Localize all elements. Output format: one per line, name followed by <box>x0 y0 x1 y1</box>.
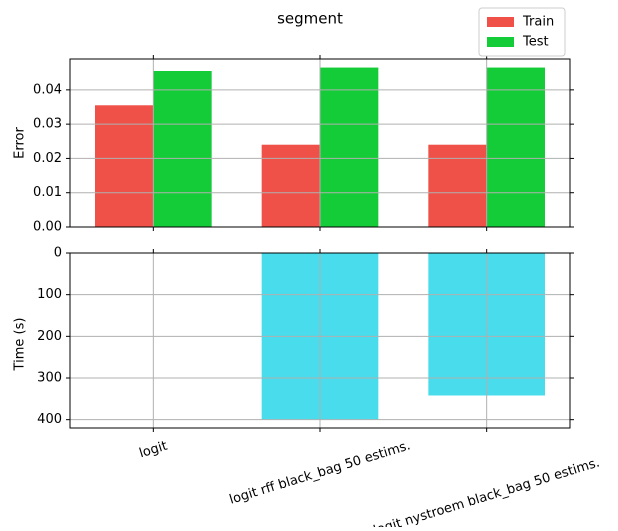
bar <box>487 68 545 227</box>
y-axis-label: Error <box>13 127 28 159</box>
y-tick-label: 300 <box>37 371 62 386</box>
y-tick-label: 100 <box>37 287 62 302</box>
y-tick-label: 0 <box>54 246 62 261</box>
y-tick-label: 0.00 <box>33 220 62 235</box>
y-tick-label: 0.04 <box>33 82 62 97</box>
y-tick-label: 200 <box>37 329 62 344</box>
y-tick-label: 0.02 <box>33 151 62 166</box>
bar <box>428 145 486 227</box>
legend-label: Test <box>522 35 549 50</box>
y-tick-label: 0.03 <box>33 117 62 132</box>
bar <box>95 105 153 227</box>
y-axis-label: Time (s) <box>13 318 28 372</box>
y-tick-label: 0.01 <box>33 185 62 200</box>
y-tick-label: 400 <box>37 412 62 427</box>
legend-label: Train <box>522 15 554 30</box>
bar <box>320 68 378 227</box>
legend-swatch <box>487 37 514 47</box>
legend-swatch <box>487 17 514 27</box>
bar <box>153 71 211 227</box>
bar <box>262 145 320 227</box>
chart-title: segment <box>277 10 343 28</box>
